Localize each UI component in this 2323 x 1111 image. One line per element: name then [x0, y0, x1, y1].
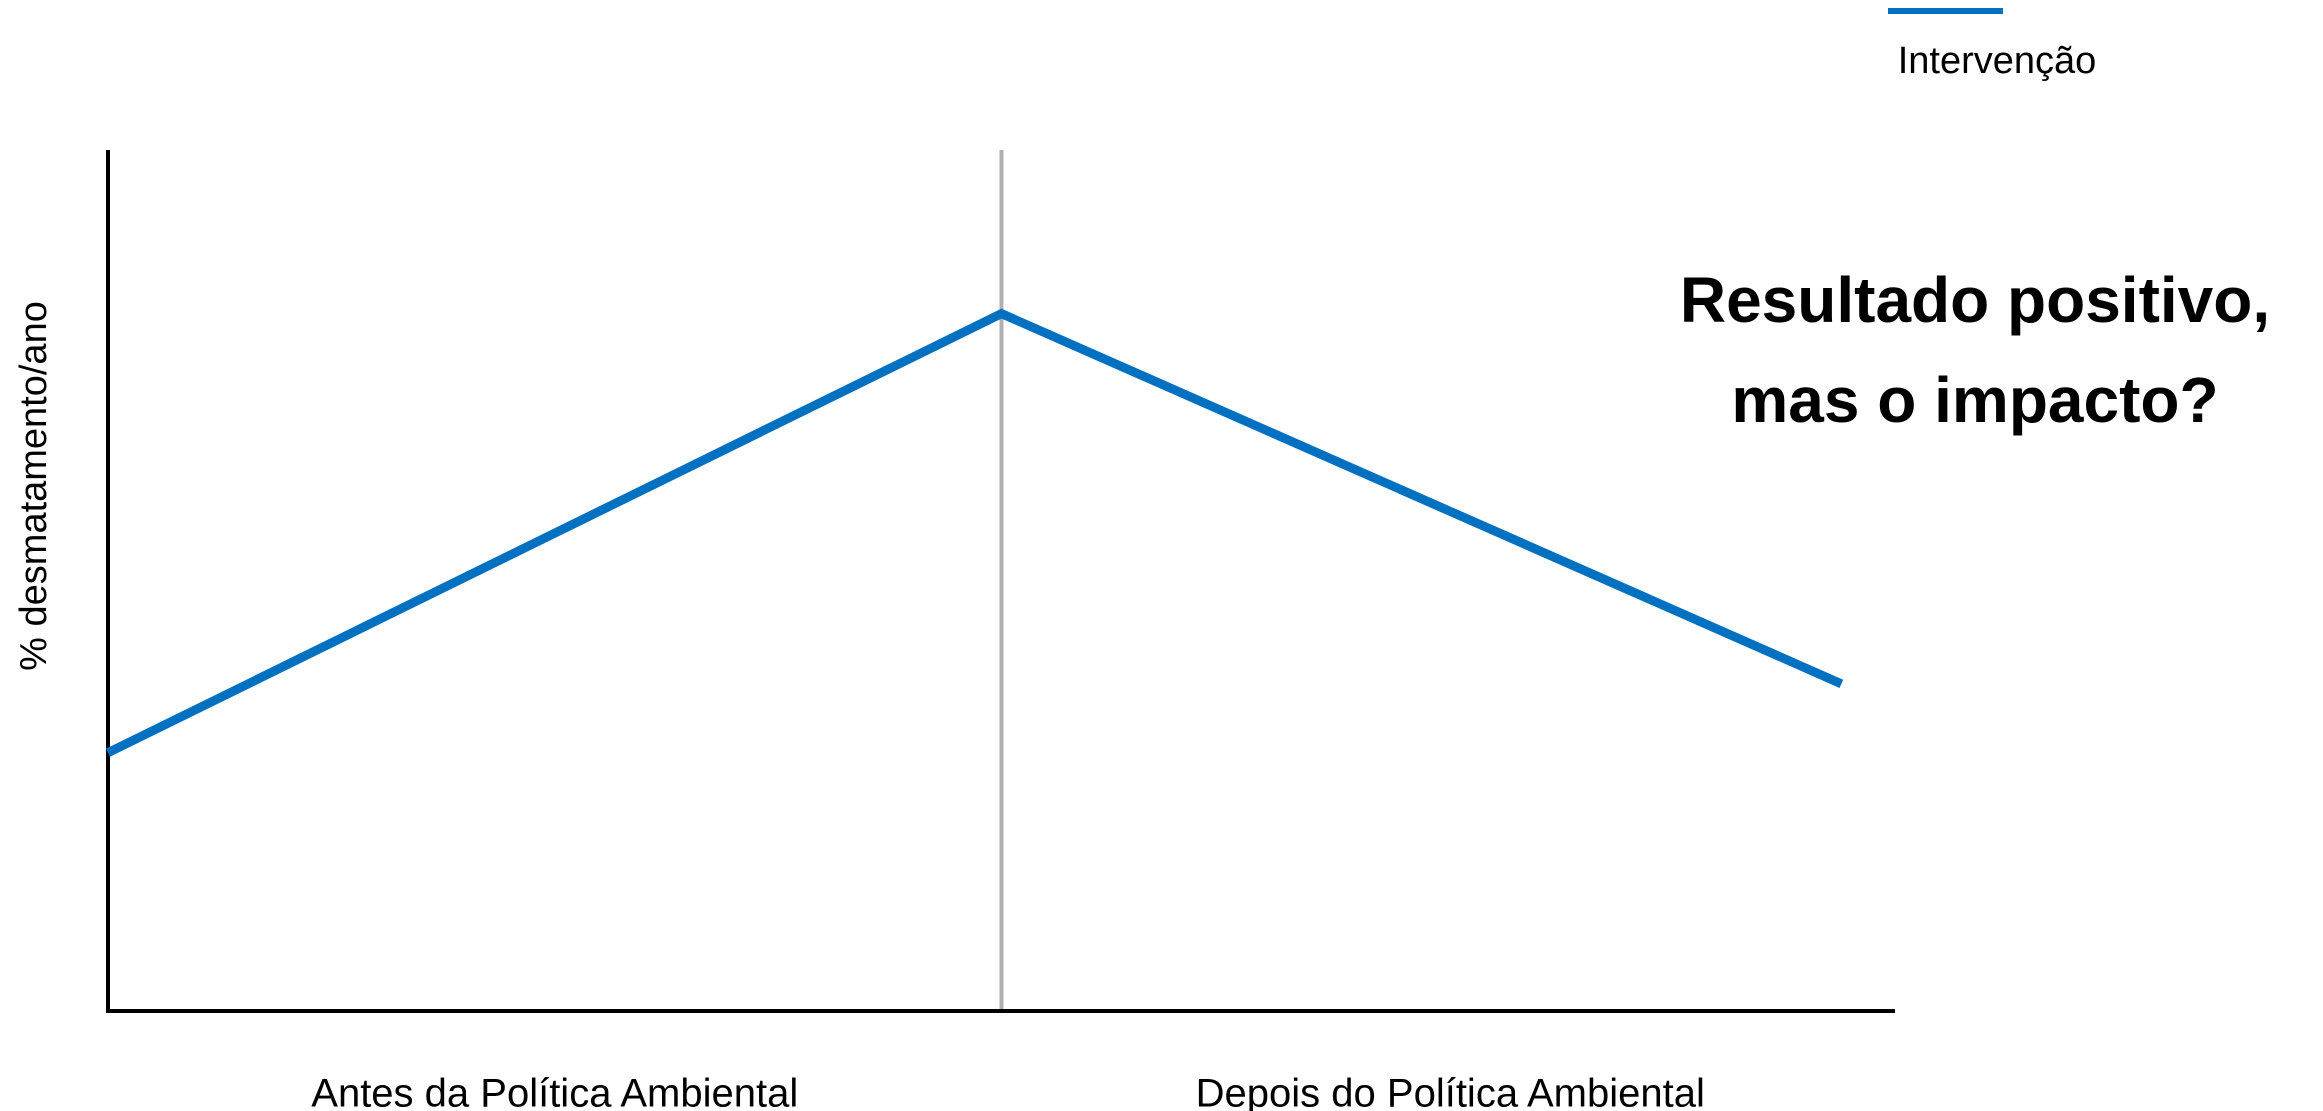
legend-label: Intervenção: [1898, 40, 2097, 82]
x-region-label: Depois do Política Ambiental: [1196, 1072, 1705, 1111]
annotation: mas o impacto?: [1731, 364, 2218, 436]
x-region-label: Antes da Política Ambiental: [311, 1072, 798, 1111]
y-axis-label: % desmatamento/ano: [13, 301, 55, 671]
annotation: Resultado positivo,: [1680, 264, 2270, 336]
data-line: [106, 308, 1844, 757]
